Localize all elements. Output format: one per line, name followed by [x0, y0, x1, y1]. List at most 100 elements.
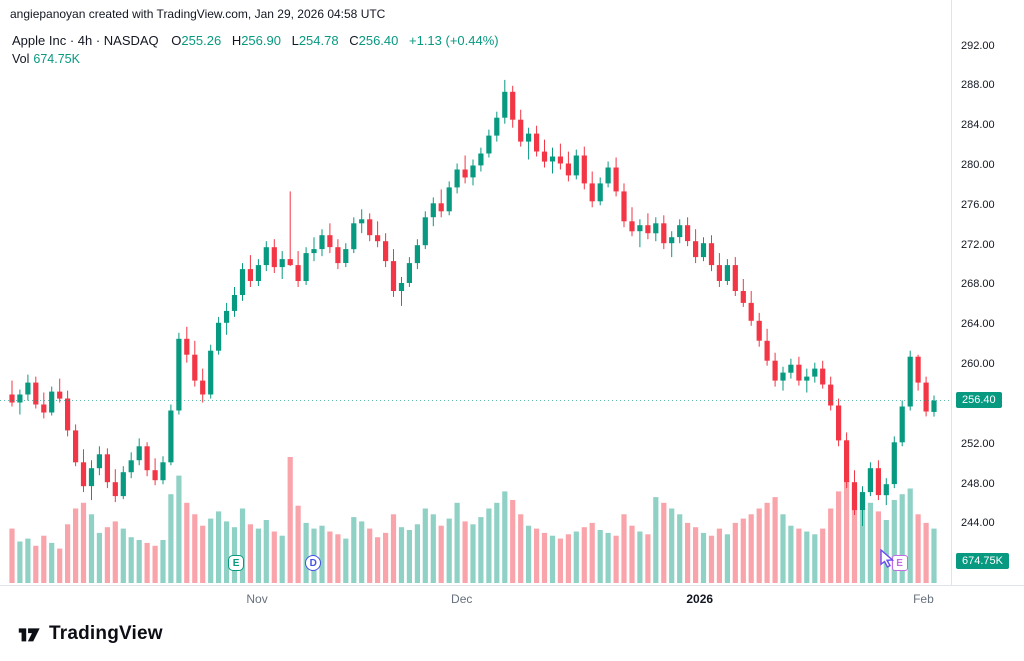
- volume-bar[interactable]: [796, 528, 802, 583]
- candle[interactable]: [677, 219, 683, 244]
- candle[interactable]: [700, 237, 707, 262]
- volume-bar[interactable]: [104, 527, 110, 583]
- candle[interactable]: [128, 452, 134, 479]
- volume-bar[interactable]: [375, 537, 381, 583]
- time-axis-label[interactable]: Dec: [451, 592, 473, 606]
- candle[interactable]: [136, 438, 142, 466]
- candle[interactable]: [398, 277, 405, 306]
- volume-bar[interactable]: [549, 535, 556, 583]
- volume-bar[interactable]: [756, 508, 762, 584]
- candle[interactable]: [231, 287, 238, 317]
- volume-bar[interactable]: [9, 528, 15, 583]
- volume-bar[interactable]: [812, 534, 818, 583]
- candle[interactable]: [295, 251, 301, 287]
- volume-bar[interactable]: [907, 488, 913, 584]
- volume-bar[interactable]: [828, 508, 834, 584]
- candle[interactable]: [335, 239, 341, 270]
- volume-bar[interactable]: [685, 522, 691, 583]
- candle[interactable]: [454, 163, 460, 194]
- volume-bar[interactable]: [478, 517, 484, 583]
- volume-bar[interactable]: [867, 502, 873, 583]
- candle[interactable]: [867, 462, 873, 497]
- volume-bar[interactable]: [716, 528, 722, 583]
- volume-bar[interactable]: [669, 508, 675, 584]
- volume-bar[interactable]: [565, 534, 571, 583]
- candle[interactable]: [279, 251, 285, 279]
- volume-bar[interactable]: [931, 528, 937, 583]
- candle[interactable]: [144, 442, 150, 477]
- volume-bar[interactable]: [422, 508, 428, 584]
- candle[interactable]: [25, 374, 31, 401]
- candle[interactable]: [438, 189, 444, 218]
- candle[interactable]: [541, 139, 548, 168]
- candle[interactable]: [891, 436, 897, 489]
- candle[interactable]: [319, 229, 325, 257]
- volume-bar[interactable]: [287, 457, 293, 583]
- volume-bar[interactable]: [41, 535, 47, 583]
- volume-bar[interactable]: [414, 524, 420, 583]
- volume-bar[interactable]: [454, 502, 460, 583]
- volume-bar[interactable]: [851, 485, 858, 583]
- volume-bar[interactable]: [804, 531, 810, 584]
- time-axis-label[interactable]: Nov: [246, 592, 268, 606]
- volume-bar[interactable]: [224, 521, 230, 583]
- volume-bar[interactable]: [875, 511, 881, 583]
- candle[interactable]: [184, 326, 190, 363]
- volume-bar[interactable]: [486, 508, 492, 584]
- candle[interactable]: [216, 316, 222, 355]
- volume-bar[interactable]: [271, 531, 277, 584]
- volume-bar[interactable]: [239, 508, 246, 584]
- volume-bar[interactable]: [80, 502, 87, 583]
- candle[interactable]: [311, 237, 317, 262]
- volume-bar[interactable]: [327, 531, 333, 584]
- candle[interactable]: [224, 302, 230, 335]
- volume-bar[interactable]: [160, 540, 166, 583]
- candle[interactable]: [653, 217, 659, 242]
- candle[interactable]: [788, 358, 794, 379]
- candle[interactable]: [96, 446, 102, 476]
- candle[interactable]: [589, 171, 595, 208]
- candle[interactable]: [120, 466, 126, 500]
- volume-bar[interactable]: [541, 532, 548, 583]
- candlestick-chart[interactable]: [0, 0, 1024, 613]
- volume-bar[interactable]: [200, 525, 206, 583]
- candle[interactable]: [422, 211, 428, 250]
- candle[interactable]: [780, 366, 786, 391]
- candle[interactable]: [478, 147, 484, 172]
- volume-bar[interactable]: [677, 514, 683, 583]
- volume-bar[interactable]: [772, 497, 778, 583]
- volume-bar[interactable]: [152, 545, 158, 583]
- candle[interactable]: [73, 424, 79, 467]
- candle[interactable]: [375, 221, 381, 248]
- volume-bar[interactable]: [780, 514, 786, 583]
- volume-bar[interactable]: [255, 528, 261, 583]
- candle[interactable]: [756, 312, 762, 347]
- volume-bar[interactable]: [859, 497, 866, 583]
- volume-bar[interactable]: [25, 538, 31, 583]
- candle[interactable]: [430, 197, 436, 227]
- symbol-title[interactable]: Apple Inc · 4h · NASDAQ: [12, 33, 159, 48]
- candle[interactable]: [271, 239, 277, 273]
- time-axis-label[interactable]: 2026: [686, 592, 714, 606]
- volume-bar[interactable]: [605, 532, 611, 583]
- candle[interactable]: [446, 181, 452, 216]
- volume-bar[interactable]: [589, 522, 595, 583]
- candle[interactable]: [605, 161, 611, 188]
- volume-bar[interactable]: [208, 518, 214, 583]
- volume-bar[interactable]: [597, 530, 603, 583]
- volume-bar[interactable]: [176, 475, 182, 583]
- volume-bar[interactable]: [899, 494, 905, 583]
- candle[interactable]: [160, 456, 166, 485]
- candle[interactable]: [168, 404, 174, 466]
- volume-bar[interactable]: [247, 524, 253, 583]
- candle[interactable]: [597, 177, 603, 206]
- volume-bar[interactable]: [128, 537, 134, 583]
- volume-bar[interactable]: [700, 532, 707, 583]
- candle[interactable]: [303, 247, 309, 285]
- volume-bar[interactable]: [788, 525, 794, 583]
- volume-bar[interactable]: [820, 528, 826, 583]
- upcoming-earnings-marker[interactable]: E: [891, 555, 908, 571]
- candle[interactable]: [526, 127, 532, 160]
- volume-bar[interactable]: [319, 525, 325, 583]
- candle[interactable]: [494, 111, 500, 142]
